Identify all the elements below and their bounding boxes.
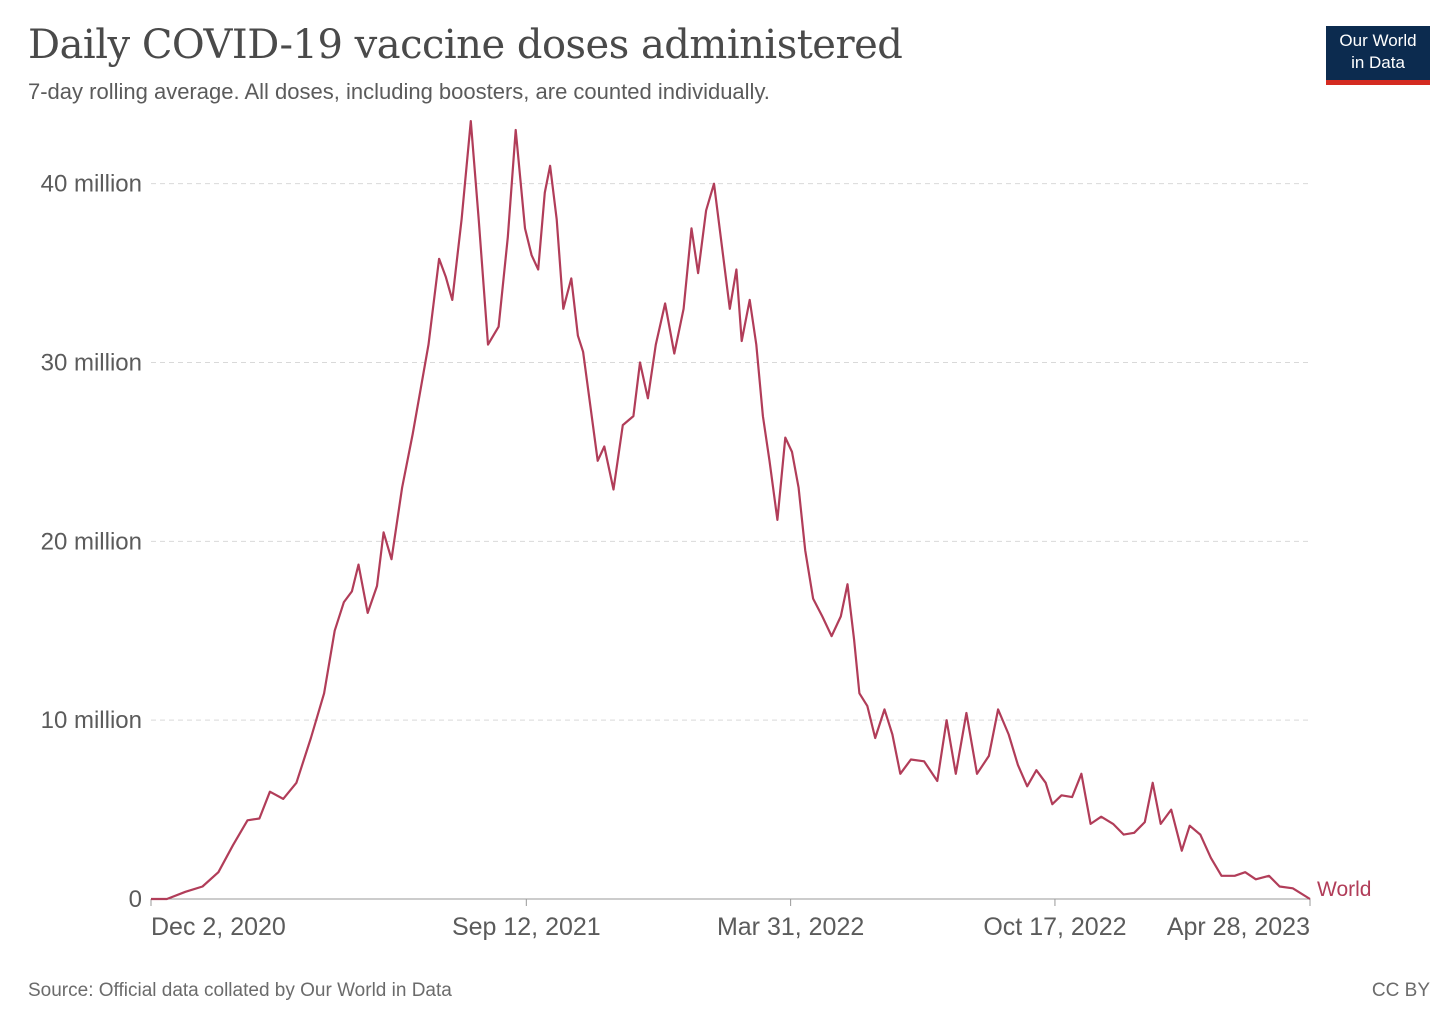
x-tick-label: Oct 17, 2022 [983, 913, 1126, 941]
y-tick-label: 30 million [41, 349, 142, 376]
logo-accent-bar [1326, 80, 1430, 85]
owid-logo[interactable]: Our World in Data [1326, 26, 1430, 85]
y-tick-label: 0 [129, 886, 142, 913]
x-tick-label: Dec 2, 2020 [151, 913, 286, 941]
x-tick-label: Apr 28, 2023 [1167, 913, 1310, 941]
y-axis: 0 10 million 20 million 30 million 40 millio… [41, 171, 142, 913]
x-tick-label: Mar 31, 2022 [717, 913, 864, 941]
chart-subtitle: 7-day rolling average. All doses, includ… [28, 79, 770, 104]
y-tick-label: 10 million [41, 707, 142, 734]
x-axis: Dec 2, 2020 Sep 12, 2021 Mar 31, 2022 Oct 1… [150, 899, 1311, 941]
y-tick-label: 20 million [41, 528, 142, 555]
gridlines [151, 183, 1310, 721]
series-label-world: World [1317, 878, 1371, 901]
license-link[interactable]: CC BY [1371, 980, 1430, 1001]
x-tick-label: Sep 12, 2021 [452, 913, 601, 941]
logo-line-1: Our World [1339, 31, 1417, 50]
chart-title: Daily COVID-19 vaccine doses administere… [28, 22, 903, 68]
logo-line-2: in Data [1351, 53, 1405, 72]
y-tick-label: 40 million [41, 171, 142, 198]
series-line-world[interactable] [151, 120, 1311, 901]
source-note: Source: Official data collated by Our Wo… [28, 980, 452, 1001]
